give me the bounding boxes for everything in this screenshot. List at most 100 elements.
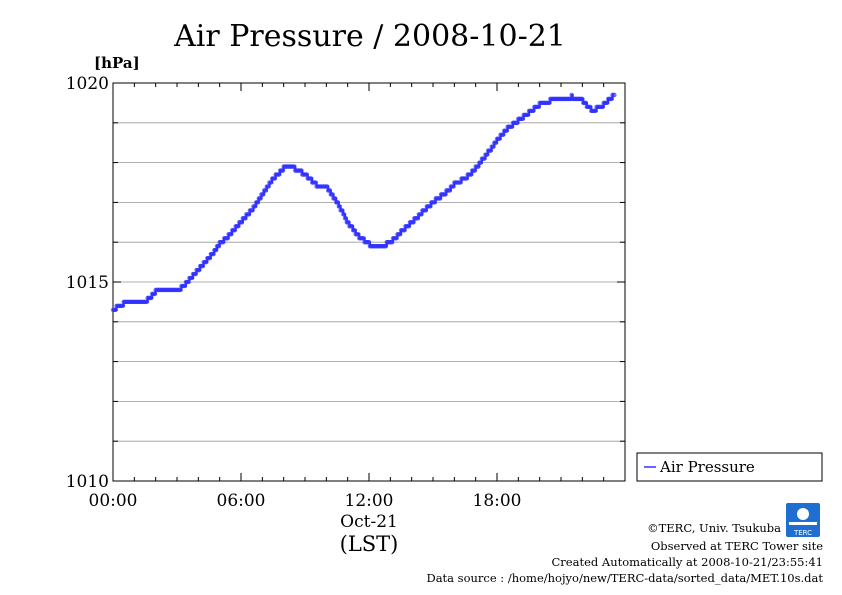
data-point (236, 224, 241, 229)
data-point (182, 283, 188, 289)
data-point (419, 212, 424, 217)
data-point (246, 212, 252, 217)
data-point (515, 120, 520, 125)
data-point (583, 100, 589, 106)
data-point (272, 176, 277, 181)
data-point (250, 208, 255, 213)
data-point (313, 180, 318, 185)
data-point (330, 192, 335, 197)
x-tick-label: 18:00 (473, 491, 522, 511)
data-point (428, 204, 433, 209)
data-point (525, 112, 531, 117)
axis-ticks: 1010 1015 1020 00:00 06:00 12:00 18:00 (66, 74, 626, 511)
data-point (609, 96, 614, 102)
data-point (333, 196, 338, 201)
data-point (432, 200, 437, 205)
terc-logo: TERC (786, 503, 820, 537)
data-point (186, 279, 191, 285)
data-point (478, 160, 484, 165)
x-tick-label: 06:00 (217, 491, 266, 511)
data-point (411, 220, 416, 225)
data-point (197, 267, 202, 273)
data-point (229, 232, 234, 237)
data-point (309, 176, 314, 181)
data-point (200, 263, 205, 269)
data-point (327, 188, 333, 193)
data-point (152, 291, 157, 297)
data-point (204, 259, 209, 265)
data-point (588, 104, 593, 110)
data-point (356, 232, 361, 237)
copyright-text: ©TERC, Univ. Tsukuba (647, 521, 781, 535)
chart-title: Air Pressure / 2008-10-21 (173, 19, 566, 54)
data-point (144, 299, 149, 305)
data-point (346, 220, 351, 225)
y-tick-label: 1020 (66, 74, 109, 94)
data-point (531, 108, 536, 114)
data-point (225, 236, 230, 241)
x-axis-label: (LST) (340, 532, 399, 556)
data-point (189, 275, 195, 281)
data-point (469, 172, 474, 177)
data-point (261, 192, 266, 197)
data-point (482, 156, 487, 161)
data-point (335, 200, 341, 205)
legend-entry-air-pressure: Air Pressure (659, 458, 755, 476)
y-tick-label: 1010 (66, 472, 109, 492)
data-point (423, 208, 429, 213)
data-point (389, 240, 395, 245)
data-point (255, 200, 261, 205)
data-point (216, 244, 221, 249)
data-point (443, 192, 448, 197)
data-point (207, 255, 213, 261)
data-point (593, 108, 598, 114)
data-point (113, 307, 118, 313)
logo-text: TERC (793, 529, 812, 537)
data-point (491, 144, 496, 149)
data-point (149, 295, 154, 301)
observed-text: Observed at TERC Tower site (651, 539, 823, 553)
data-point (269, 180, 274, 185)
data-point (394, 236, 399, 241)
data-point (493, 140, 499, 145)
data-point (343, 216, 349, 221)
data-point (437, 196, 443, 201)
x-tick-label: 12:00 (345, 491, 394, 511)
data-point (600, 104, 605, 110)
data-point (451, 184, 456, 189)
data-point (232, 228, 237, 233)
data-point (458, 180, 463, 185)
data-point (341, 212, 347, 217)
data-point (280, 168, 285, 173)
data-point (304, 172, 309, 177)
data-point (536, 104, 541, 110)
data-point (349, 224, 355, 229)
data-point (361, 236, 366, 241)
data-point (397, 232, 403, 237)
data-point (213, 248, 219, 253)
data-point (253, 204, 258, 209)
data-point (447, 188, 453, 193)
series-air-pressure (110, 92, 617, 313)
data-point (263, 188, 269, 193)
data-point (299, 168, 304, 173)
data-source-text: Data source : /home/hojyo/new/TERC-data/… (426, 571, 823, 585)
data-point (501, 132, 506, 137)
data-point (211, 251, 216, 257)
data-point (547, 100, 552, 106)
data-point (337, 204, 342, 209)
data-point (497, 136, 502, 141)
data-point (266, 184, 271, 189)
data-point (120, 303, 125, 309)
data-point (325, 184, 330, 189)
data-point (464, 176, 469, 181)
data-point (520, 116, 525, 121)
data-point (612, 92, 617, 98)
data-point (569, 92, 574, 98)
data-point (605, 100, 610, 106)
data-point (221, 240, 226, 245)
legend-box (636, 452, 823, 482)
data-point (193, 271, 198, 277)
data-point (402, 228, 407, 233)
